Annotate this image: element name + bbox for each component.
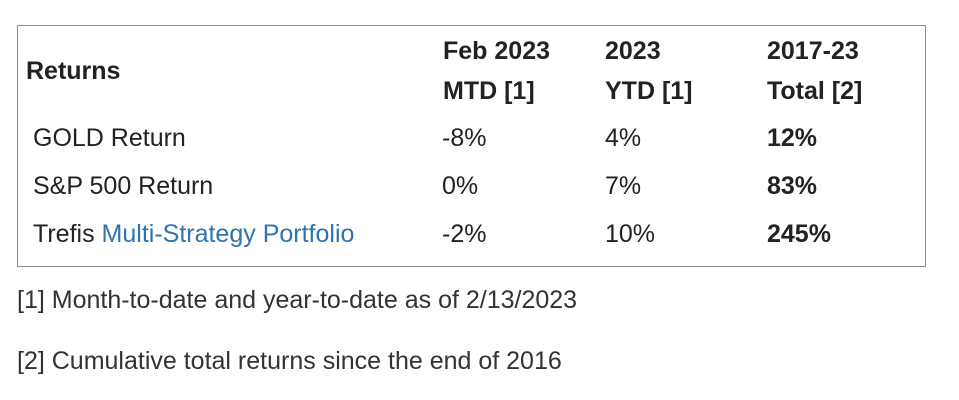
row-gold-label: GOLD Return [33,124,186,152]
row-trefis-label: Trefis Multi-Strategy Portfolio [33,215,354,253]
row-trefis-mtd: -2% [442,220,487,248]
row-gold-total: 12% [767,124,818,152]
row-gold-mtd: -8% [442,124,487,152]
footnote-1: [1] Month-to-date and year-to-date as of… [17,286,578,314]
returns-table: Returns Feb 2023 MTD [1] 2023 YTD [1] 20… [17,25,926,267]
row-sp500-label: S&P 500 Return [33,172,214,200]
multi-strategy-portfolio-link[interactable]: Multi-Strategy Portfolio [101,220,355,248]
row-trefis-ytd: 10% [605,220,656,248]
header-mtd-line1: Feb 2023 [443,37,551,65]
row-trefis-label-prefix: Trefis [33,220,102,248]
row-sp500-total: 83% [767,172,818,200]
header-returns: Returns [26,57,121,85]
row-gold-ytd: 4% [605,124,642,152]
header-ytd-line2: YTD [1] [605,77,693,105]
footnote-2: [2] Cumulative total returns since the e… [17,347,562,375]
header-ytd-line1: 2023 [605,37,661,65]
header-total-line1: 2017-23 [767,37,859,65]
row-trefis-total: 245% [767,220,831,248]
header-mtd-line2: MTD [1] [443,77,535,105]
row-sp500-ytd: 7% [605,172,642,200]
row-sp500-mtd: 0% [442,172,479,200]
header-total-line2: Total [2] [767,77,863,105]
